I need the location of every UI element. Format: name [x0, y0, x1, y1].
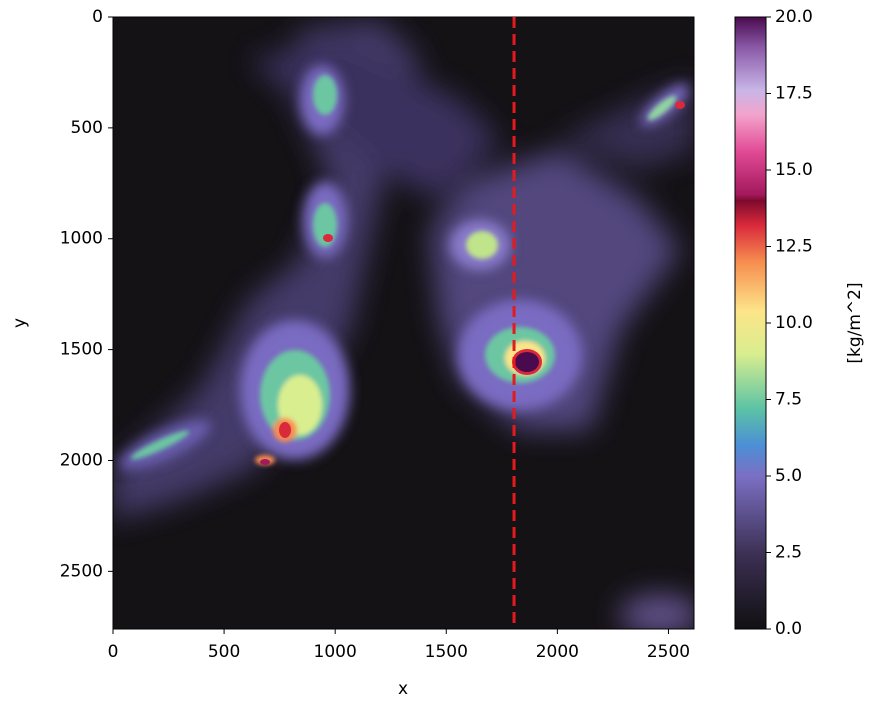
- colorbar-tick-label: 2.5: [775, 543, 802, 563]
- colorbar-label: [kg/m^2]: [845, 282, 865, 363]
- y-tick-label: 2000: [60, 450, 103, 470]
- heatmap-image: [113, 17, 694, 629]
- x-tick-label: 1000: [314, 642, 357, 662]
- y-tick-label: 500: [71, 118, 103, 138]
- y-axis-label: y: [10, 318, 30, 328]
- x-tick-label: 500: [208, 642, 240, 662]
- x-tick-label: 2500: [647, 642, 690, 662]
- x-tick-label: 1500: [425, 642, 468, 662]
- colorbar-tick-label: 7.5: [775, 390, 802, 410]
- colorbar-tick-label: 15.0: [775, 160, 813, 180]
- y-tick-label: 1500: [60, 340, 103, 360]
- colorbar-tick-label: 0.0: [775, 619, 802, 639]
- colorbar-tick-label: 17.5: [775, 84, 813, 104]
- y-tick-label: 0: [92, 7, 103, 27]
- colorbar-tick-label: 20.0: [775, 7, 813, 27]
- colorbar-tick-label: 12.5: [775, 237, 813, 257]
- x-tick-label: 2000: [536, 642, 579, 662]
- x-axis-label: x: [398, 679, 408, 699]
- y-tick-label: 2500: [60, 561, 103, 581]
- colorbar-tick-label: 10.0: [775, 313, 813, 333]
- plot-frame: [112, 16, 695, 630]
- x-tick-label: 0: [108, 642, 119, 662]
- colorbar: [734, 16, 767, 630]
- colorbar-tick-label: 5.0: [775, 466, 802, 486]
- y-tick-label: 1000: [60, 229, 103, 249]
